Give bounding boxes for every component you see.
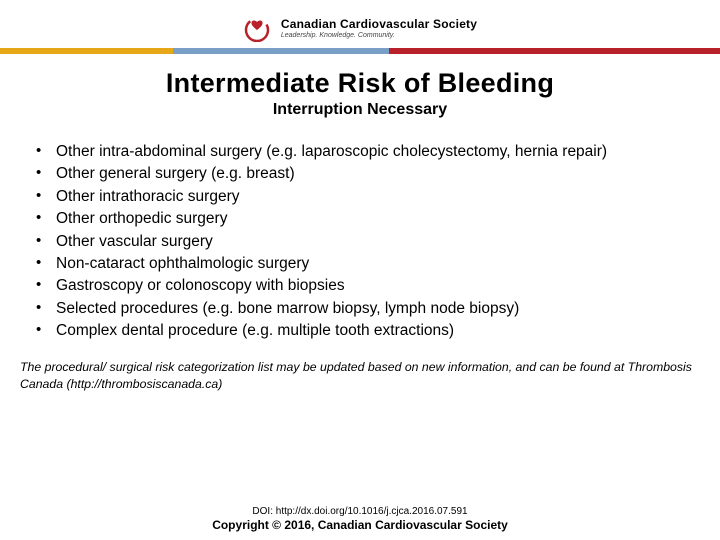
list-item: Other general surgery (e.g. breast) (30, 163, 690, 184)
page-title: Intermediate Risk of Bleeding (0, 68, 720, 99)
color-stripe (0, 48, 720, 54)
content-area: Other intra-abdominal surgery (e.g. lapa… (0, 119, 720, 341)
page-subtitle: Interruption Necessary (0, 101, 720, 119)
list-item: Other vascular surgery (30, 231, 690, 252)
list-item: Selected procedures (e.g. bone marrow bi… (30, 298, 690, 319)
stripe-segment (173, 48, 389, 54)
bullet-list: Other intra-abdominal surgery (e.g. lapa… (30, 141, 690, 341)
list-item: Other orthopedic surgery (30, 208, 690, 229)
ccs-logo-icon (243, 14, 271, 42)
footer: DOI: http://dx.doi.org/10.1016/j.cjca.20… (0, 506, 720, 532)
header: Canadian Cardiovascular Society Leadersh… (0, 0, 720, 48)
title-block: Intermediate Risk of Bleeding Interrupti… (0, 68, 720, 119)
org-tagline: Leadership. Knowledge. Community. (281, 32, 477, 39)
stripe-segment (0, 48, 173, 54)
org-text-block: Canadian Cardiovascular Society Leadersh… (281, 18, 477, 39)
list-item: Other intrathoracic surgery (30, 186, 690, 207)
footnote: The procedural/ surgical risk categoriza… (0, 359, 720, 392)
org-name: Canadian Cardiovascular Society (281, 18, 477, 30)
list-item: Non-cataract ophthalmologic surgery (30, 253, 690, 274)
list-item: Other intra-abdominal surgery (e.g. lapa… (30, 141, 690, 162)
doi-text: DOI: http://dx.doi.org/10.1016/j.cjca.20… (0, 506, 720, 517)
copyright-text: Copyright © 2016, Canadian Cardiovascula… (0, 518, 720, 532)
stripe-segment (389, 48, 720, 54)
list-item: Complex dental procedure (e.g. multiple … (30, 320, 690, 341)
list-item: Gastroscopy or colonoscopy with biopsies (30, 275, 690, 296)
